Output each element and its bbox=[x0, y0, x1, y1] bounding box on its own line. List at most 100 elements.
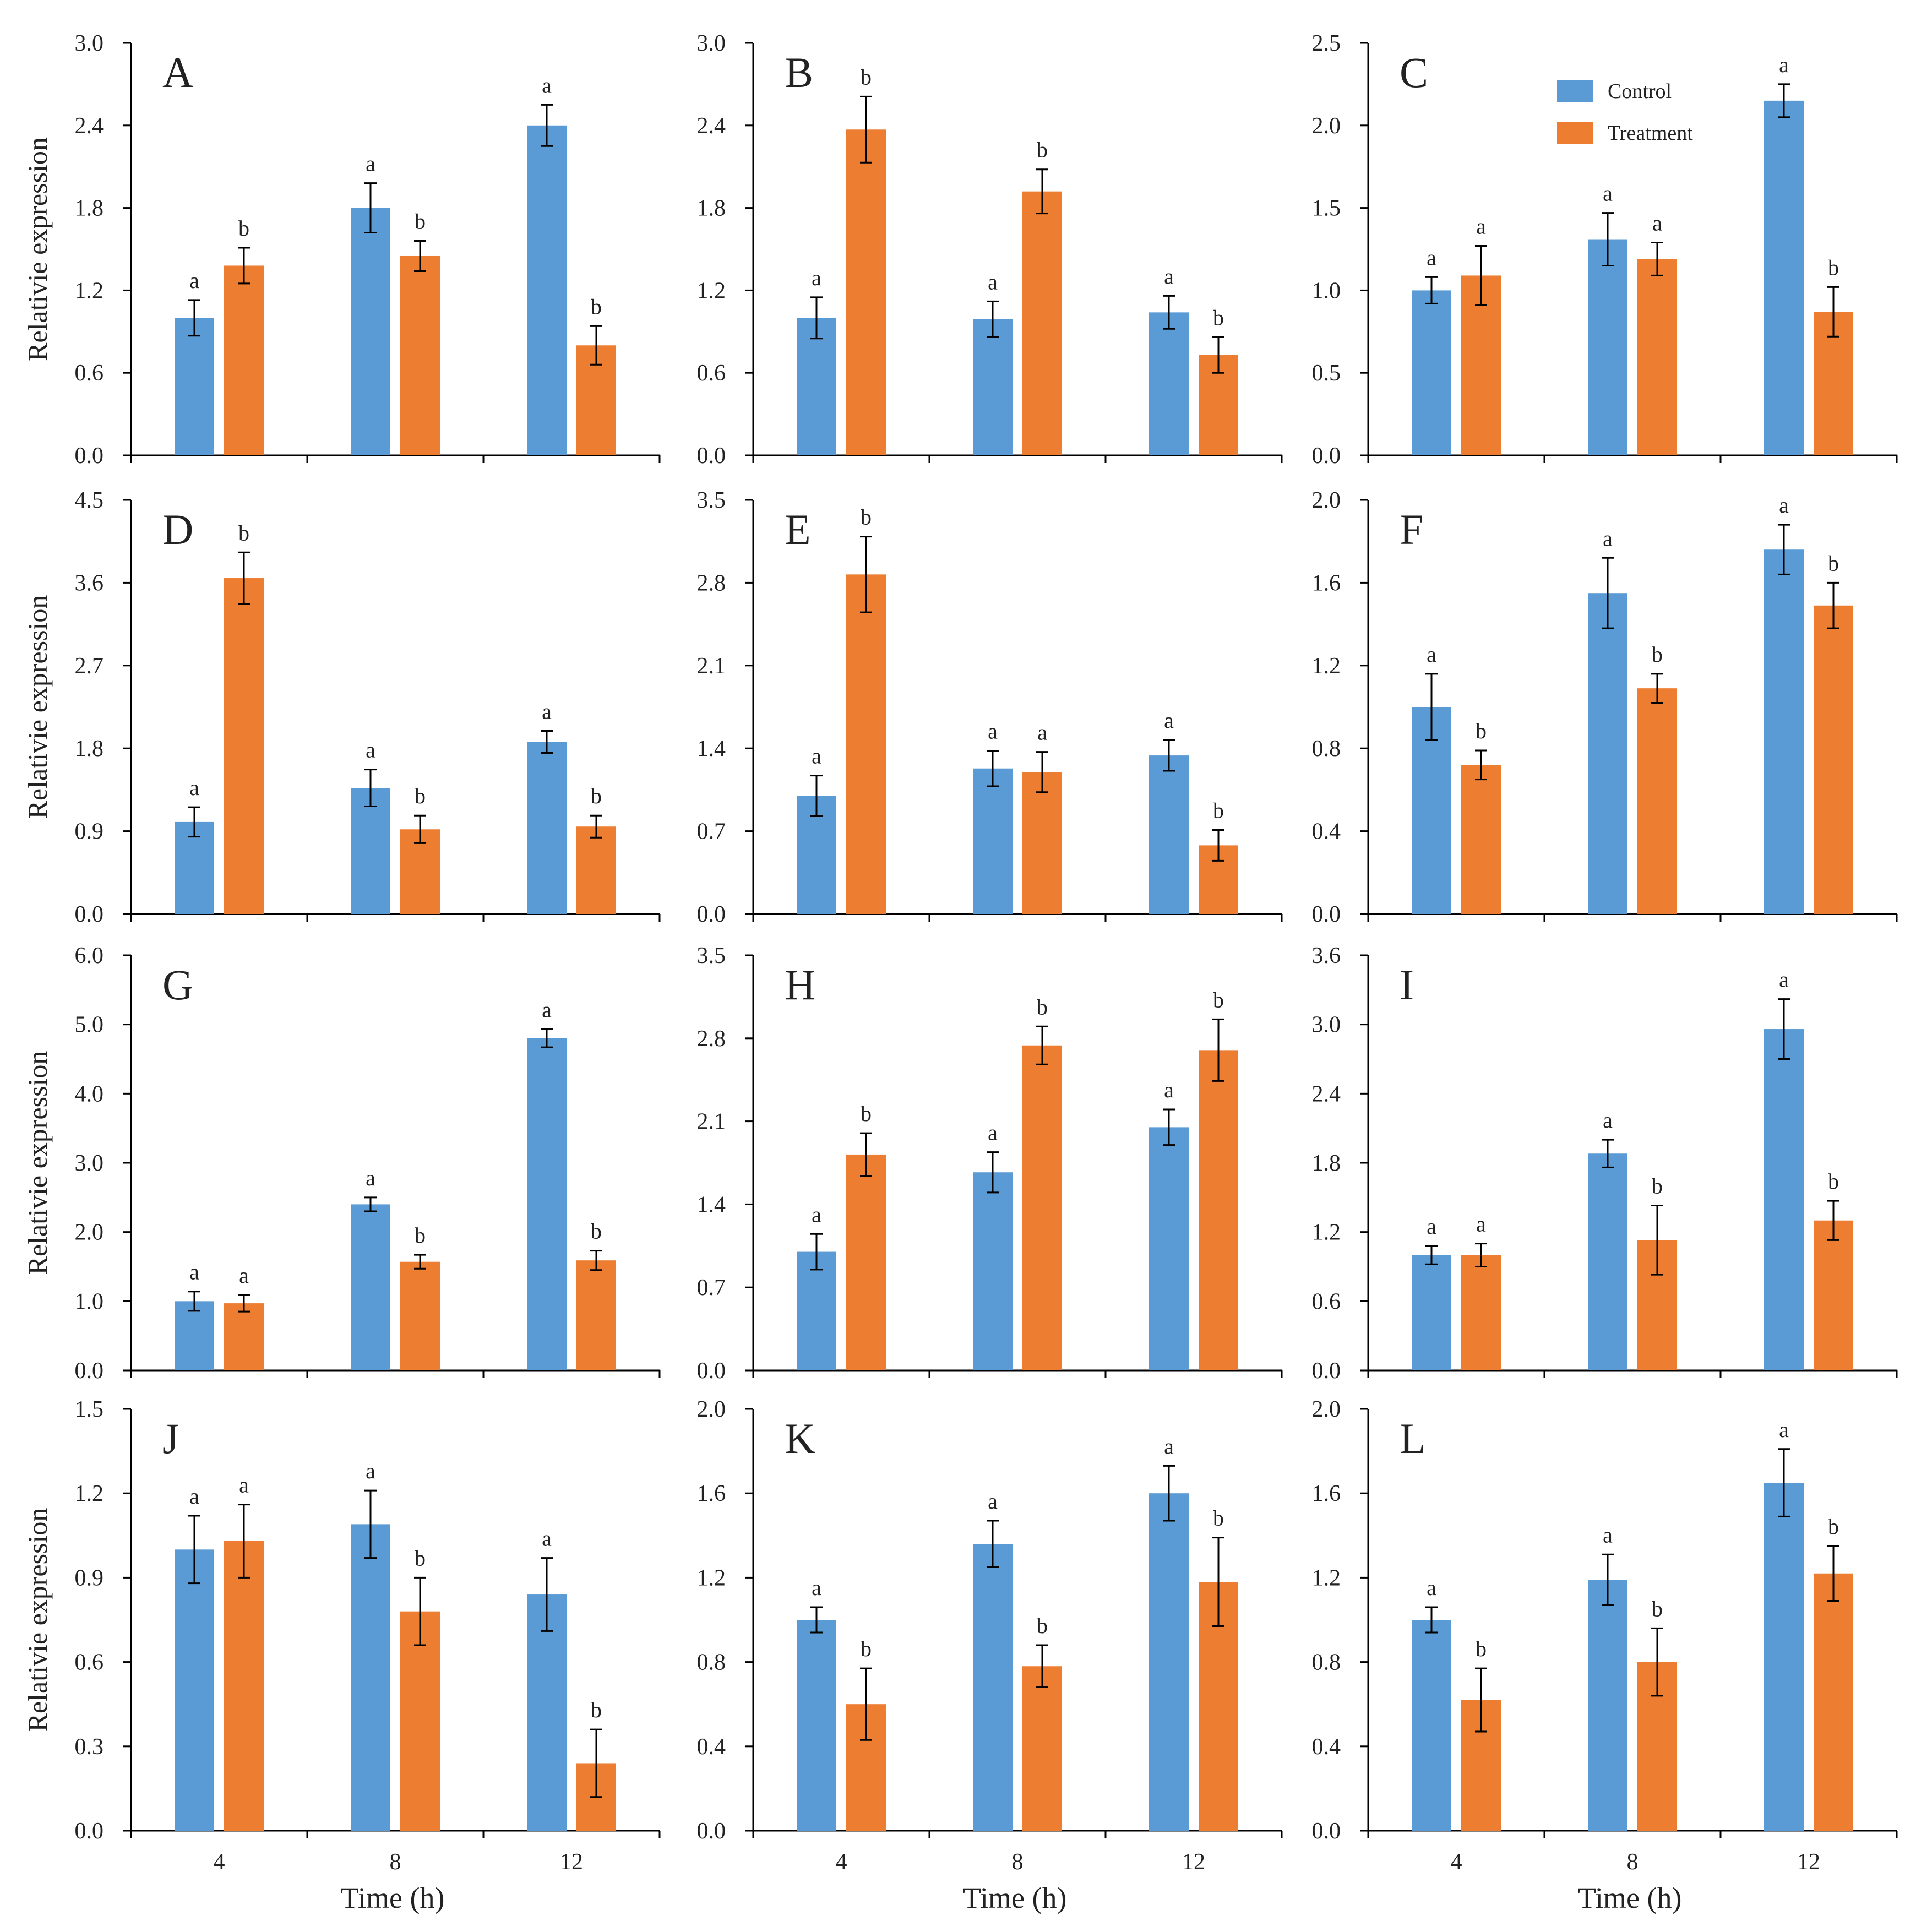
y-tick-label: 0.0 bbox=[75, 1358, 104, 1384]
bar-control-4h bbox=[1412, 290, 1451, 455]
significance-label: b bbox=[415, 1545, 426, 1570]
bar-control-12h bbox=[1764, 549, 1804, 914]
significance-label: a bbox=[1603, 1522, 1613, 1547]
significance-label: b bbox=[1213, 1506, 1224, 1531]
y-tick-label: 0.0 bbox=[1312, 1358, 1341, 1384]
y-tick-label: 1.2 bbox=[75, 1481, 104, 1506]
bar-treatment-8h bbox=[400, 1261, 440, 1370]
bar-treatment-12h bbox=[1814, 1220, 1853, 1370]
y-tick-label: 2.4 bbox=[75, 113, 104, 139]
significance-label: a bbox=[812, 744, 821, 769]
significance-label: a bbox=[1603, 181, 1613, 206]
bar-treatment-12h bbox=[1814, 605, 1853, 914]
legend-label-treatment: Treatment bbox=[1608, 122, 1693, 145]
y-tick-label: 3.6 bbox=[1312, 943, 1341, 968]
significance-label: a bbox=[1037, 720, 1047, 745]
y-tick-label: 0.9 bbox=[75, 1565, 104, 1591]
significance-label: b bbox=[591, 783, 602, 808]
y-tick-label: 3.0 bbox=[1312, 1013, 1341, 1038]
significance-label: b bbox=[415, 209, 426, 234]
y-tick-label: 2.1 bbox=[697, 1109, 726, 1135]
significance-label: a bbox=[988, 269, 998, 294]
y-tick-label: 1.8 bbox=[697, 196, 726, 221]
significance-label: b bbox=[1037, 1613, 1048, 1638]
bar-treatment-4h bbox=[224, 265, 264, 455]
significance-label: a bbox=[542, 1526, 552, 1551]
bar-treatment-4h bbox=[1461, 765, 1501, 914]
bar-control-4h bbox=[175, 1301, 214, 1370]
significance-label: b bbox=[1037, 138, 1048, 162]
y-tick-label: 1.8 bbox=[1312, 1151, 1341, 1176]
significance-label: a bbox=[1779, 967, 1789, 992]
significance-label: a bbox=[239, 1263, 249, 1288]
panel-letter: B bbox=[785, 48, 813, 96]
bar-treatment-4h bbox=[846, 129, 886, 456]
significance-label: a bbox=[1427, 1575, 1436, 1600]
panel-letter: E bbox=[785, 505, 811, 553]
y-tick-label: 5.0 bbox=[75, 1013, 104, 1038]
bar-control-4h bbox=[1412, 1620, 1451, 1831]
significance-label: b bbox=[1476, 719, 1487, 743]
y-tick-label: 0.0 bbox=[1312, 443, 1341, 469]
significance-label: a bbox=[1164, 1077, 1174, 1102]
x-tick-label: 4 bbox=[214, 1849, 225, 1875]
bar-treatment-4h bbox=[1461, 1255, 1501, 1370]
bar-control-8h bbox=[351, 788, 390, 914]
significance-label: a bbox=[239, 1473, 249, 1498]
bar-treatment-8h bbox=[1637, 259, 1677, 455]
bar-treatment-4h bbox=[224, 1303, 264, 1370]
y-tick-label: 1.8 bbox=[75, 196, 104, 221]
bar-control-12h bbox=[527, 125, 567, 456]
significance-label: a bbox=[1427, 642, 1436, 667]
panel-h: 0.0 0.7 1.4 2.1 2.8 3.5 Ha a a b b b bbox=[697, 943, 1283, 1384]
y-tick-label: 0.0 bbox=[697, 1358, 726, 1384]
significance-label: b bbox=[1213, 798, 1224, 823]
panel-letter: F bbox=[1400, 505, 1423, 553]
significance-label: b bbox=[1652, 1173, 1663, 1198]
bar-control-8h bbox=[973, 1544, 1013, 1831]
panel-f: 0.0 0.4 0.8 1.2 1.6 2.0 Fa a a b b b bbox=[1312, 488, 1898, 927]
panel-i: 0.0 0.6 1.2 1.8 2.4 3.0 3.6 Ia a a a b b bbox=[1312, 943, 1898, 1384]
significance-label: a bbox=[1164, 708, 1174, 733]
significance-label: a bbox=[812, 1575, 821, 1600]
bar-control-4h bbox=[797, 318, 836, 455]
y-tick-label: 0.3 bbox=[75, 1734, 104, 1760]
y-tick-label: 2.7 bbox=[75, 654, 104, 679]
bar-treatment-12h bbox=[1814, 1573, 1853, 1831]
panel-letter: C bbox=[1400, 48, 1428, 96]
y-tick-label: 2.0 bbox=[75, 1220, 104, 1245]
bar-control-12h bbox=[1149, 1127, 1189, 1370]
panel-letter: D bbox=[162, 505, 193, 553]
significance-label: b bbox=[1476, 1636, 1487, 1661]
x-axis-label: Time (h) bbox=[963, 1881, 1067, 1914]
bar-control-8h bbox=[1588, 1153, 1627, 1370]
bar-control-4h bbox=[797, 1251, 836, 1370]
y-tick-label: 0.0 bbox=[697, 1819, 726, 1844]
legend-swatch-treatment bbox=[1557, 122, 1593, 144]
panel-c: 0.0 0.5 1.0 1.5 2.0 2.5 Ca a a a a b Control Treatmen… bbox=[1312, 31, 1898, 469]
y-tick-label: 0.6 bbox=[75, 1650, 104, 1675]
bar-treatment-4h bbox=[224, 578, 264, 914]
legend: Control Treatment bbox=[1557, 80, 1693, 145]
y-tick-label: 2.0 bbox=[697, 1397, 726, 1422]
panel-l: 0.0 0.4 0.8 1.2 1.6 2.0 La a a b b b 4 8 12 Time (h) bbox=[1312, 1397, 1898, 1914]
bar-control-12h bbox=[527, 742, 567, 914]
bar-control-4h bbox=[175, 318, 214, 455]
bar-treatment-4h bbox=[846, 1154, 886, 1370]
significance-label: a bbox=[1779, 493, 1789, 518]
bar-control-8h bbox=[973, 768, 1013, 914]
y-tick-label: 0.7 bbox=[697, 1275, 726, 1300]
y-tick-label: 1.6 bbox=[697, 1481, 726, 1506]
x-tick-label: 8 bbox=[1627, 1849, 1639, 1875]
legend-label-control: Control bbox=[1608, 80, 1672, 103]
bar-control-12h bbox=[527, 1038, 567, 1370]
bar-control-12h bbox=[1764, 1029, 1804, 1370]
y-tick-label: 2.0 bbox=[1312, 1397, 1341, 1422]
y-tick-label: 1.5 bbox=[1312, 196, 1341, 221]
bar-control-12h bbox=[1149, 1493, 1189, 1831]
y-tick-label: 0.6 bbox=[75, 361, 104, 386]
legend-swatch-control bbox=[1557, 80, 1593, 102]
y-tick-label: 0.5 bbox=[1312, 361, 1341, 386]
y-tick-label: 2.0 bbox=[1312, 488, 1341, 513]
